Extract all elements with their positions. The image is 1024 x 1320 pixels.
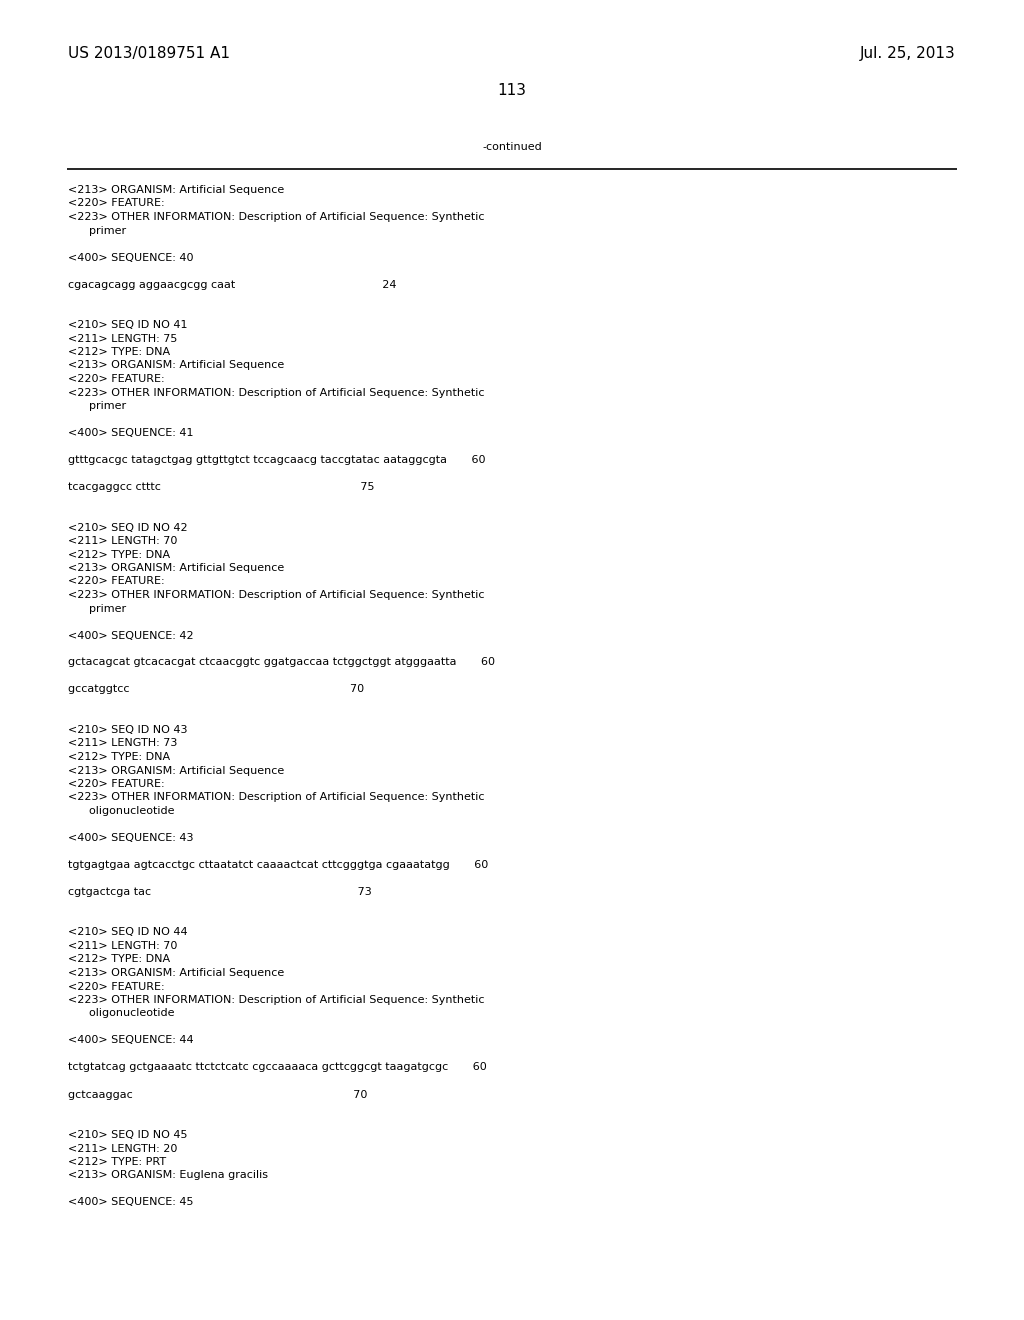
Text: <211> LENGTH: 70: <211> LENGTH: 70: [68, 536, 177, 546]
Text: gccatggtcc                                                               70: gccatggtcc 70: [68, 685, 365, 694]
Text: <210> SEQ ID NO 41: <210> SEQ ID NO 41: [68, 319, 187, 330]
Text: gctcaaggac                                                               70: gctcaaggac 70: [68, 1089, 368, 1100]
Text: <220> FEATURE:: <220> FEATURE:: [68, 779, 165, 789]
Text: primer: primer: [68, 226, 126, 235]
Text: <210> SEQ ID NO 43: <210> SEQ ID NO 43: [68, 725, 187, 735]
Text: <212> TYPE: DNA: <212> TYPE: DNA: [68, 347, 170, 356]
Text: 113: 113: [498, 83, 526, 98]
Text: <211> LENGTH: 70: <211> LENGTH: 70: [68, 941, 177, 950]
Text: <220> FEATURE:: <220> FEATURE:: [68, 577, 165, 586]
Text: <212> TYPE: PRT: <212> TYPE: PRT: [68, 1158, 166, 1167]
Text: <223> OTHER INFORMATION: Description of Artificial Sequence: Synthetic: <223> OTHER INFORMATION: Description of …: [68, 590, 484, 601]
Text: -continued: -continued: [482, 143, 542, 152]
Text: oligonucleotide: oligonucleotide: [68, 1008, 174, 1019]
Text: <223> OTHER INFORMATION: Description of Artificial Sequence: Synthetic: <223> OTHER INFORMATION: Description of …: [68, 388, 484, 397]
Text: <213> ORGANISM: Artificial Sequence: <213> ORGANISM: Artificial Sequence: [68, 360, 285, 371]
Text: <213> ORGANISM: Artificial Sequence: <213> ORGANISM: Artificial Sequence: [68, 766, 285, 776]
Text: <220> FEATURE:: <220> FEATURE:: [68, 374, 165, 384]
Text: <212> TYPE: DNA: <212> TYPE: DNA: [68, 954, 170, 965]
Text: <213> ORGANISM: Artificial Sequence: <213> ORGANISM: Artificial Sequence: [68, 968, 285, 978]
Text: primer: primer: [68, 603, 126, 614]
Text: cgtgactcga tac                                                           73: cgtgactcga tac 73: [68, 887, 372, 898]
Text: <400> SEQUENCE: 44: <400> SEQUENCE: 44: [68, 1035, 194, 1045]
Text: <210> SEQ ID NO 44: <210> SEQ ID NO 44: [68, 928, 187, 937]
Text: cgacagcagg aggaacgcgg caat                                          24: cgacagcagg aggaacgcgg caat 24: [68, 280, 396, 289]
Text: <220> FEATURE:: <220> FEATURE:: [68, 982, 165, 991]
Text: <212> TYPE: DNA: <212> TYPE: DNA: [68, 752, 170, 762]
Text: tcacgaggcc ctttc                                                         75: tcacgaggcc ctttc 75: [68, 482, 375, 492]
Text: <220> FEATURE:: <220> FEATURE:: [68, 198, 165, 209]
Text: <223> OTHER INFORMATION: Description of Artificial Sequence: Synthetic: <223> OTHER INFORMATION: Description of …: [68, 995, 484, 1005]
Text: <223> OTHER INFORMATION: Description of Artificial Sequence: Synthetic: <223> OTHER INFORMATION: Description of …: [68, 213, 484, 222]
Text: tgtgagtgaa agtcacctgc cttaatatct caaaactcat cttcgggtga cgaaatatgg       60: tgtgagtgaa agtcacctgc cttaatatct caaaact…: [68, 861, 488, 870]
Text: <400> SEQUENCE: 42: <400> SEQUENCE: 42: [68, 631, 194, 640]
Text: <400> SEQUENCE: 40: <400> SEQUENCE: 40: [68, 252, 194, 263]
Text: <400> SEQUENCE: 43: <400> SEQUENCE: 43: [68, 833, 194, 843]
Text: <213> ORGANISM: Euglena gracilis: <213> ORGANISM: Euglena gracilis: [68, 1171, 268, 1180]
Text: <210> SEQ ID NO 42: <210> SEQ ID NO 42: [68, 523, 187, 532]
Text: gtttgcacgc tatagctgag gttgttgtct tccagcaacg taccgtatac aataggcgta       60: gtttgcacgc tatagctgag gttgttgtct tccagca…: [68, 455, 485, 465]
Text: <213> ORGANISM: Artificial Sequence: <213> ORGANISM: Artificial Sequence: [68, 185, 285, 195]
Text: US 2013/0189751 A1: US 2013/0189751 A1: [68, 46, 230, 61]
Text: <211> LENGTH: 75: <211> LENGTH: 75: [68, 334, 177, 343]
Text: <211> LENGTH: 20: <211> LENGTH: 20: [68, 1143, 177, 1154]
Text: oligonucleotide: oligonucleotide: [68, 807, 174, 816]
Text: tctgtatcag gctgaaaatc ttctctcatc cgccaaaaca gcttcggcgt taagatgcgc       60: tctgtatcag gctgaaaatc ttctctcatc cgccaaa…: [68, 1063, 486, 1072]
Text: primer: primer: [68, 401, 126, 411]
Text: <400> SEQUENCE: 45: <400> SEQUENCE: 45: [68, 1197, 194, 1208]
Text: gctacagcat gtcacacgat ctcaacggtc ggatgaccaa tctggctggt atgggaatta       60: gctacagcat gtcacacgat ctcaacggtc ggatgac…: [68, 657, 495, 668]
Text: <213> ORGANISM: Artificial Sequence: <213> ORGANISM: Artificial Sequence: [68, 564, 285, 573]
Text: <211> LENGTH: 73: <211> LENGTH: 73: [68, 738, 177, 748]
Text: <210> SEQ ID NO 45: <210> SEQ ID NO 45: [68, 1130, 187, 1140]
Text: <400> SEQUENCE: 41: <400> SEQUENCE: 41: [68, 428, 194, 438]
Text: <212> TYPE: DNA: <212> TYPE: DNA: [68, 549, 170, 560]
Text: <223> OTHER INFORMATION: Description of Artificial Sequence: Synthetic: <223> OTHER INFORMATION: Description of …: [68, 792, 484, 803]
Text: Jul. 25, 2013: Jul. 25, 2013: [860, 46, 956, 61]
